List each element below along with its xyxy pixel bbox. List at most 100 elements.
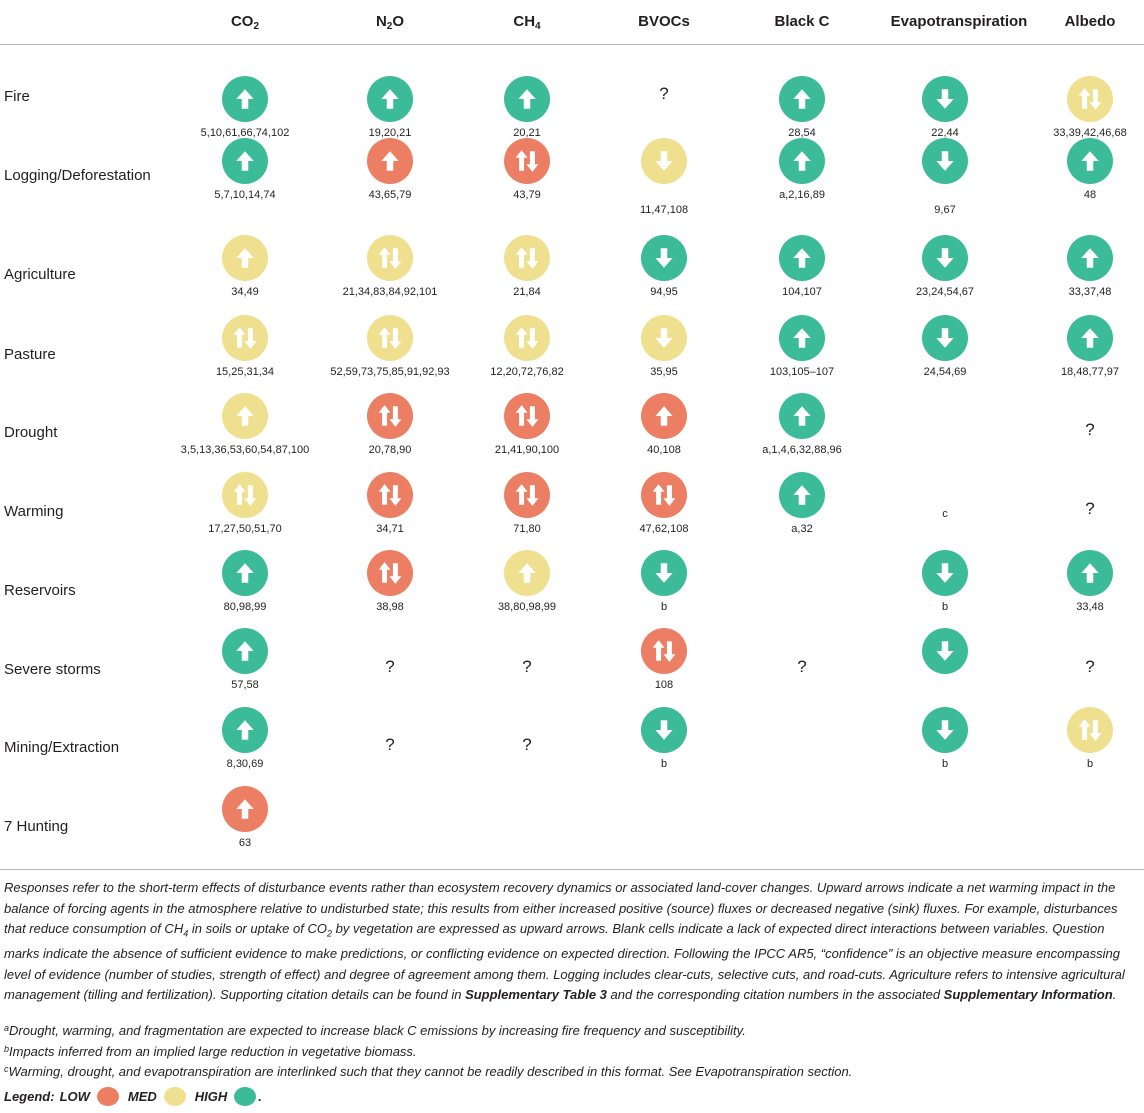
arrow-up-icon — [222, 707, 268, 753]
arrow-down-icon — [641, 235, 687, 281]
legend: Legend: LOW MED HIGH . — [4, 1087, 262, 1106]
citation-numbers: 21,34,83,84,92,101 — [342, 286, 438, 298]
arrow-up-down-icon — [504, 138, 550, 184]
cell-bvocs: ? — [584, 84, 744, 104]
row-label: Severe storms — [4, 661, 101, 678]
legend-med-label: MED — [127, 1089, 157, 1104]
cell-co2: 5,10,61,66,74,102 — [165, 76, 325, 139]
arrow-up-icon — [222, 76, 268, 122]
cell-n2o: ? — [310, 735, 470, 755]
citation-numbers: 71,80 — [513, 523, 541, 535]
cell-albedo: 48 — [1010, 138, 1144, 201]
cell-bvocs: b — [584, 707, 744, 770]
arrow-down-icon — [922, 550, 968, 596]
citation-numbers: 5,7,10,14,74 — [214, 189, 276, 201]
table-note: Responses refer to the short-term effect… — [4, 880, 1125, 1003]
cell-albedo: 33,48 — [1010, 550, 1144, 613]
footnote-c: cWarming, drought, and evapotranspiratio… — [4, 1064, 853, 1079]
arrow-up-icon — [1067, 315, 1113, 361]
cell-co2: 15,25,31,34 — [165, 315, 325, 378]
arrow-down-icon — [922, 235, 968, 281]
citation-numbers: 15,25,31,34 — [215, 366, 275, 378]
citation-numbers: b — [660, 601, 668, 613]
row-label: Agriculture — [4, 266, 76, 283]
cell-bvocs: b — [584, 550, 744, 613]
cell-co2: 17,27,50,51,70 — [165, 472, 325, 535]
arrow-up-down-icon — [504, 393, 550, 439]
arrow-up-icon — [504, 76, 550, 122]
citation-numbers: 5,10,61,66,74,102 — [200, 127, 290, 139]
cell-bvocs: 40,108 — [584, 393, 744, 456]
citation-numbers: 108 — [654, 679, 674, 691]
cell-albedo: ? — [1010, 499, 1144, 519]
header-black-c: Black C — [774, 13, 830, 30]
citation-numbers: 34,71 — [376, 523, 404, 535]
citation-numbers: 38,98 — [376, 601, 404, 613]
footnote-mark: c — [942, 508, 948, 520]
arrow-up-icon — [641, 393, 687, 439]
cell-co2: 80,98,99 — [165, 550, 325, 613]
arrow-up-icon — [779, 472, 825, 518]
citation-numbers: b — [660, 758, 668, 770]
cell-ch4: 12,20,72,76,82 — [447, 315, 607, 378]
citation-numbers: 94,95 — [650, 286, 678, 298]
header-n2o: N2O — [375, 13, 405, 32]
citation-numbers: b — [941, 758, 949, 770]
citation-numbers: 28,54 — [788, 127, 816, 139]
citation-numbers: 8,30,69 — [226, 758, 264, 770]
cell-bvocs: 11,47,108 — [584, 138, 744, 216]
legend-high-label: HIGH — [194, 1089, 228, 1104]
citation-numbers: 63 — [238, 837, 252, 849]
citation-numbers: 20,78,90 — [368, 444, 412, 456]
notes-rule — [0, 869, 1144, 870]
legend-end: . — [258, 1089, 262, 1104]
cell-evapo: 23,24,54,67 — [865, 235, 1025, 298]
cell-blackc: 103,105–107 — [722, 315, 882, 378]
footnote-b: bImpacts inferred from an implied large … — [4, 1044, 417, 1059]
question-mark: ? — [659, 84, 669, 103]
cell-evapo: b — [865, 550, 1025, 613]
cell-bvocs: 47,62,108 — [584, 472, 744, 535]
legend-low-label: LOW — [59, 1089, 90, 1104]
cell-blackc: 28,54 — [722, 76, 882, 139]
arrow-up-icon — [779, 393, 825, 439]
arrow-down-icon — [922, 707, 968, 753]
question-mark: ? — [1085, 499, 1095, 518]
arrow-down-icon — [641, 550, 687, 596]
legend-high-swatch — [234, 1087, 257, 1106]
arrow-up-icon — [779, 235, 825, 281]
citation-numbers: 47,62,108 — [639, 523, 689, 535]
citation-numbers: 21,84 — [513, 286, 541, 298]
cell-co2: 5,7,10,14,74 — [165, 138, 325, 201]
citation-numbers: 17,27,50,51,70 — [208, 523, 282, 535]
header-bvocs: BVOCs — [638, 13, 690, 30]
arrow-up-down-icon — [367, 315, 413, 361]
citation-numbers: 3,5,13,36,53,60,54,87,100 — [180, 444, 310, 456]
arrow-up-icon — [779, 76, 825, 122]
cell-ch4: 71,80 — [447, 472, 607, 535]
cell-bvocs: 108 — [584, 628, 744, 691]
cell-n2o: 52,59,73,75,85,91,92,93 — [310, 315, 470, 378]
arrow-down-icon — [641, 707, 687, 753]
citation-numbers: 12,20,72,76,82 — [490, 366, 564, 378]
cell-n2o: 34,71 — [310, 472, 470, 535]
cell-bvocs: 35,95 — [584, 315, 744, 378]
arrow-up-icon — [1067, 550, 1113, 596]
citation-numbers: b — [941, 601, 949, 613]
cell-n2o: 21,34,83,84,92,101 — [310, 235, 470, 298]
arrow-up-down-icon — [504, 472, 550, 518]
row-label: Fire — [4, 88, 30, 105]
question-mark: ? — [1085, 420, 1095, 439]
arrow-up-down-icon — [1067, 707, 1113, 753]
question-mark: ? — [522, 735, 532, 754]
citation-numbers: a,32 — [791, 523, 813, 535]
cell-n2o: 19,20,21 — [310, 76, 470, 139]
arrow-up-icon — [222, 550, 268, 596]
citation-numbers: 23,24,54,67 — [915, 286, 975, 298]
arrow-up-down-icon — [641, 628, 687, 674]
citation-numbers: 38,80,98,99 — [497, 601, 557, 613]
arrow-up-icon — [367, 76, 413, 122]
cell-blackc: a,32 — [722, 472, 882, 535]
citation-numbers: 22,44 — [931, 127, 959, 139]
arrow-down-icon — [922, 76, 968, 122]
